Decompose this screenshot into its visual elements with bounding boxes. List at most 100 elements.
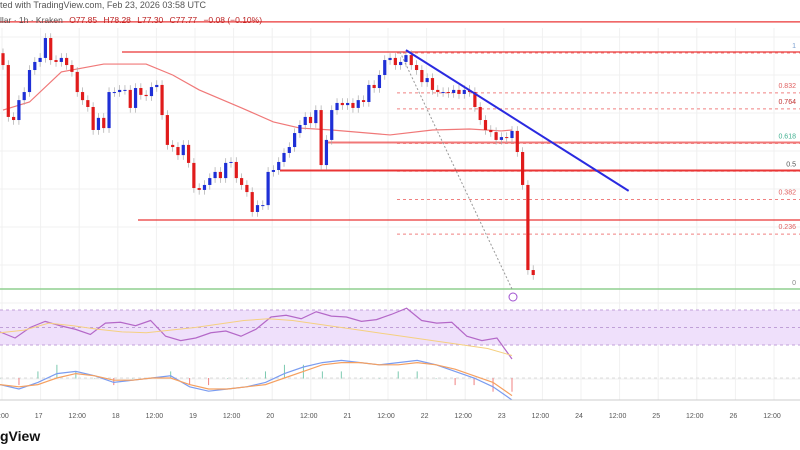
candle (425, 78, 429, 83)
macd-histogram-bar (473, 378, 475, 386)
candle (361, 100, 366, 103)
x-tick-label: 26 (730, 413, 738, 420)
candle (234, 161, 238, 179)
candle (372, 84, 376, 89)
candle (356, 100, 360, 108)
fib-level-label: 0.382 (778, 189, 796, 196)
macd-line (0, 359, 513, 401)
candle (139, 88, 143, 95)
candle (245, 184, 249, 193)
candle (335, 102, 339, 111)
candle (393, 57, 397, 66)
moving-average-line (2, 63, 513, 136)
candle (505, 137, 509, 139)
candle (377, 74, 382, 89)
candle (293, 133, 297, 148)
fib-level-label: 0.764 (778, 99, 796, 106)
candle (303, 116, 307, 125)
macd-histogram-bar (170, 371, 172, 379)
candle (483, 120, 488, 130)
macd-histogram-bar (132, 378, 134, 379)
candle (118, 89, 122, 93)
close-value: C77.77 (169, 15, 198, 25)
macd-histogram-bar (397, 371, 399, 379)
candle (128, 89, 132, 108)
candle (202, 184, 207, 190)
x-tick-label: 23 (498, 413, 506, 420)
candle (441, 92, 445, 94)
candle (319, 110, 323, 166)
macd-histogram-bar (321, 371, 323, 379)
candle (531, 270, 535, 276)
candle (404, 55, 408, 62)
macd-histogram-bar (75, 371, 77, 379)
candle (43, 38, 48, 58)
candle (414, 65, 419, 71)
x-tick-label: 12:00 (454, 413, 472, 420)
candle (266, 171, 270, 206)
candle (181, 144, 185, 156)
candle (186, 144, 191, 163)
candle (261, 205, 265, 207)
rsi-line (0, 307, 513, 360)
macd-histogram-bar (359, 378, 361, 379)
symbol-label[interactable]: llar · 1h · Kraken (0, 15, 63, 25)
x-tick-label: 12:00 (609, 413, 627, 420)
candle (367, 84, 371, 103)
candle (298, 124, 302, 134)
candle (446, 92, 450, 94)
x-tick-label: 12:00 (0, 413, 9, 420)
candle (176, 147, 180, 156)
candle (277, 161, 281, 171)
candle (250, 192, 254, 212)
candle (420, 70, 424, 83)
candle (287, 147, 291, 153)
macd-histogram-bar (189, 378, 191, 386)
candle (165, 115, 169, 145)
candle (340, 102, 344, 106)
candle (452, 89, 456, 94)
x-tick-label: 12:00 (686, 413, 704, 420)
candle (160, 84, 164, 116)
macd-histogram-bar (283, 364, 285, 379)
candle (102, 117, 106, 129)
candle (271, 170, 276, 172)
candle (208, 178, 212, 185)
candle (80, 92, 85, 101)
x-tick-label: 24 (575, 413, 583, 420)
x-tick-label: 12:00 (377, 413, 395, 420)
candle (12, 116, 16, 121)
candle (526, 184, 530, 271)
candle (457, 89, 461, 94)
candle (75, 71, 79, 93)
x-tick-label: 12:00 (146, 413, 164, 420)
candle (33, 61, 37, 71)
candle (155, 84, 159, 88)
candle (351, 102, 355, 108)
macd-histogram-bar (416, 371, 418, 379)
candle (27, 70, 32, 93)
fib-level-label: 0.236 (778, 224, 796, 231)
macd-histogram-bar (208, 378, 210, 386)
change-value: −0.08 (−0.10%) (203, 15, 263, 25)
candle (494, 132, 498, 140)
macd-histogram-bar (94, 378, 96, 379)
high-value: H78.28 (103, 15, 131, 25)
candle (123, 89, 127, 91)
candle (54, 60, 58, 62)
candle (86, 100, 90, 107)
open-value: O77.85 (69, 15, 98, 25)
candle (38, 57, 42, 62)
candle (224, 162, 228, 179)
x-tick-label: 12:00 (223, 413, 241, 420)
macd-histogram-bar (18, 378, 20, 386)
low-value: L77.30 (137, 15, 164, 25)
candle (70, 65, 74, 72)
candle (91, 106, 95, 130)
candle (197, 188, 201, 190)
x-tick-label: 19 (189, 413, 197, 420)
fib-level-label: 0.5 (786, 162, 796, 169)
x-tick-label: 22 (421, 413, 429, 420)
macd-histogram-bar (492, 378, 494, 392)
